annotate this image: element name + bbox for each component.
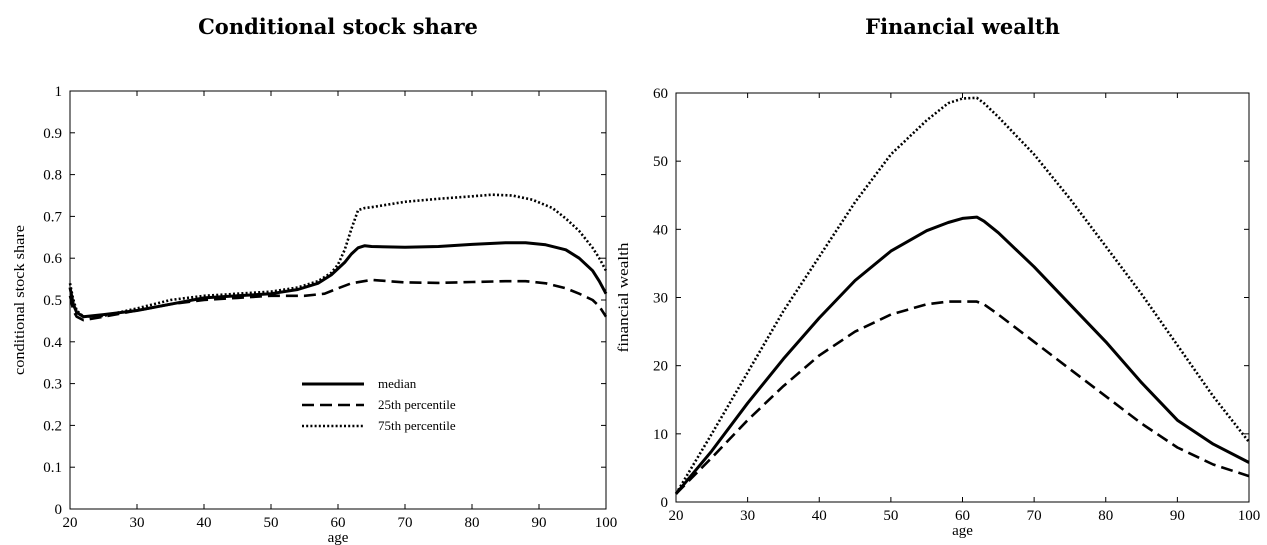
x-tick-label: 80 [1098,508,1113,524]
series-line-dotted [68,193,608,318]
y-tick-label: 30 [653,291,668,307]
financial-wealth-chart: 20 30 40 50 60 70 80 90 1000102030405060agefinan… [616,86,1260,539]
y-tick-label: 0.4 [43,335,62,351]
x-tick-label: 50 [883,508,898,524]
x-axis-label: age [328,530,349,545]
plot-frame [69,90,607,510]
x-tick-label: 60 [955,508,970,524]
x-axis-label: age [952,523,973,539]
right-chart-title: Financial wealth [865,14,1060,39]
series-line-dashed [675,300,1250,495]
x-tick-label: 70 [398,515,413,531]
x-tick-label: 90 [1170,508,1185,524]
y-tick-label: 1 [55,84,63,100]
y-tick-label: 60 [653,86,668,102]
x-tick-label: 90 [532,515,547,531]
y-tick-label: 0 [661,495,669,511]
y-tick-label: 0.2 [43,418,62,434]
y-axis-label: financial wealth [616,242,632,353]
y-tick-label: 0.9 [43,126,62,142]
x-tick-label: 80 [465,515,480,531]
series-line-dashed [68,278,608,322]
left-chart-title: Conditional stock share [198,14,478,39]
x-tick-label: 50 [264,515,279,531]
x-tick-label: 30 [740,508,755,524]
x-tick-label: 70 [1027,508,1042,524]
x-tick-label: 100 [1238,508,1261,524]
y-axis-label: conditional stock share [12,225,28,375]
y-tick-label: 0.8 [43,168,62,184]
x-tick-label: 20 [63,515,78,531]
y-tick-label: 0 [55,502,63,518]
y-tick-label: 0.1 [43,460,62,476]
x-tick-label: 40 [197,515,212,531]
y-tick-label: 0.7 [43,209,62,225]
y-tick-label: 20 [653,359,668,375]
series-line-dotted [674,96,1251,495]
legend-entry: median [378,376,417,391]
y-tick-label: 0.3 [43,377,62,393]
y-tick-label: 40 [653,222,668,238]
y-tick-label: 50 [653,154,668,170]
x-tick-label: 100 [595,515,618,531]
y-tick-label: 10 [653,427,668,443]
x-tick-label: 30 [130,515,145,531]
legend-entry: 25th percentile [378,397,456,412]
y-tick-label: 0.6 [43,251,62,267]
plot-frame [675,92,1250,503]
y-tick-label: 0.5 [43,293,62,309]
series-line-solid [674,215,1250,495]
legend-entry: 75th percentile [378,418,456,433]
conditional-stock-share-chart: 20 30 40 50 60 70 80 90 100 0 0.1 0.2 0.3 0.4 0.5 0.6 0.… [12,84,617,545]
x-tick-label: 40 [812,508,827,524]
x-tick-label: 60 [331,515,346,531]
x-tick-label: 20 [669,508,684,524]
